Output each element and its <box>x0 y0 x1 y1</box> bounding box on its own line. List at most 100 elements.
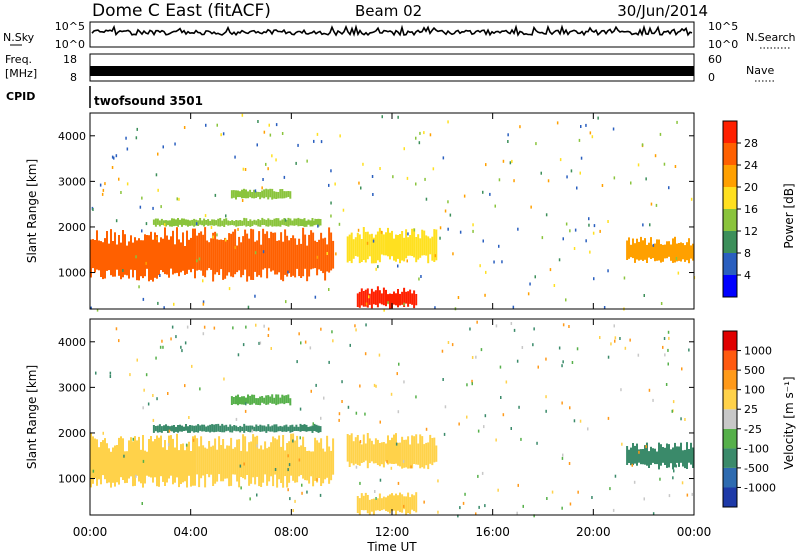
power-cell <box>308 234 311 277</box>
power-cell <box>549 268 552 272</box>
power-cell <box>210 226 213 229</box>
power-cell <box>332 240 335 269</box>
velocity-cell <box>423 444 426 469</box>
power-cell <box>648 242 650 258</box>
power-cell <box>111 155 114 159</box>
power-cell <box>228 233 231 273</box>
velocity-cell <box>338 412 341 416</box>
velocity-cell <box>245 402 247 406</box>
velocity-cell <box>405 439 408 468</box>
power-cell <box>259 220 262 227</box>
power-cell <box>144 234 146 277</box>
power-cell <box>264 233 267 269</box>
velocity-cell <box>378 353 381 357</box>
power-cell <box>259 192 262 200</box>
velocity-cell <box>634 445 636 464</box>
power-data-layer <box>90 113 696 312</box>
power-cell <box>243 217 246 226</box>
power-cell <box>425 235 428 256</box>
velocity-cell <box>310 471 313 474</box>
velocity-cell <box>516 359 519 363</box>
power-cell <box>668 241 670 257</box>
power-cell <box>284 229 287 275</box>
power-cell <box>360 288 363 306</box>
velocity-cell <box>670 449 672 464</box>
velocity-cell <box>115 327 118 331</box>
velocity-cell <box>374 490 376 493</box>
power-cell <box>591 135 594 139</box>
power-cell <box>173 218 175 227</box>
velocity-cell <box>415 395 417 399</box>
power-cell <box>368 293 371 305</box>
freq-right-tick-bottom: 0 <box>708 71 715 84</box>
power-cell <box>125 136 127 140</box>
power-cell <box>646 244 648 263</box>
power-cell <box>239 191 241 198</box>
noise-right-tick-bottom: 10^0 <box>708 38 738 51</box>
velocity-cell <box>316 440 319 483</box>
velocity-cell <box>355 465 358 469</box>
xtick-label: 04:00 <box>173 525 208 539</box>
power-cell <box>216 123 218 127</box>
power-cell <box>156 236 158 240</box>
velocity-cell <box>167 392 169 395</box>
power-cell <box>274 232 277 275</box>
velocity-cell <box>382 442 385 468</box>
velocity-cell <box>293 426 296 431</box>
power-cell <box>415 136 417 140</box>
power-cell <box>628 237 630 259</box>
power-cell <box>294 238 297 278</box>
power-cell <box>247 221 250 226</box>
power-ytick-label: 2000 <box>58 221 86 234</box>
velocity-cell <box>626 446 629 465</box>
velocity-cell <box>141 502 143 505</box>
velocity-cell <box>253 394 256 404</box>
power-cell <box>401 231 404 261</box>
velocity-cell <box>284 450 287 477</box>
velocity-cell <box>194 435 196 486</box>
power-cell <box>366 288 369 308</box>
velocity-cell <box>643 497 645 501</box>
power-cell <box>216 233 218 237</box>
power-cell <box>255 220 258 226</box>
velocity-cell <box>328 360 330 364</box>
power-cell <box>395 293 397 306</box>
power-panel: 1000 2000 3000 4000 Slant Range [km] <box>25 112 696 312</box>
power-cell <box>94 240 96 273</box>
velocity-cell <box>576 347 579 351</box>
velocity-cell <box>315 383 317 387</box>
velocity-cell <box>451 343 454 347</box>
velocity-cell <box>419 434 422 469</box>
velocity-cell <box>633 480 636 484</box>
velocity-cell <box>277 394 280 405</box>
velocity-cell <box>122 438 124 480</box>
velocity-colorbar-segment <box>723 428 737 449</box>
velocity-cell <box>562 453 564 457</box>
velocity-cell <box>374 500 377 511</box>
velocity-cell <box>192 438 195 442</box>
date-title: 30/Jun/2014 <box>617 2 708 20</box>
velocity-cell <box>257 398 260 405</box>
velocity-cell <box>152 394 154 397</box>
power-cell <box>193 218 196 227</box>
power-cell <box>261 186 263 190</box>
velocity-cell <box>161 339 163 343</box>
power-cell <box>299 218 302 226</box>
velocity-cell <box>262 449 265 483</box>
power-cell <box>152 219 155 225</box>
power-cell <box>190 237 192 273</box>
power-cell <box>303 218 306 227</box>
velocity-cell <box>382 496 385 510</box>
velocity-cell <box>415 492 418 513</box>
velocity-cell <box>168 435 170 479</box>
velocity-cell <box>672 476 674 480</box>
power-cell <box>205 123 207 127</box>
power-cell <box>181 218 183 227</box>
velocity-cell <box>558 346 561 350</box>
velocity-cell <box>239 425 242 433</box>
velocity-cell <box>261 396 264 403</box>
velocity-cell <box>652 398 654 402</box>
velocity-cell <box>376 498 379 511</box>
power-cell <box>674 236 676 263</box>
